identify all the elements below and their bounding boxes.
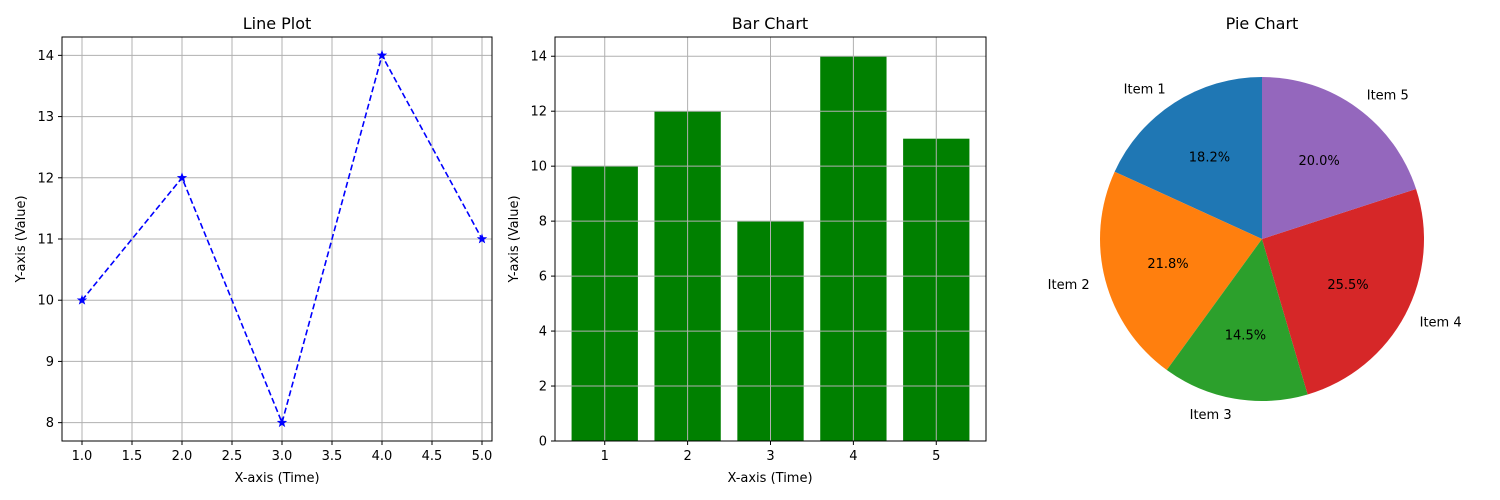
line-point (476, 233, 488, 244)
line-x-tick-label: 2.0 (172, 449, 193, 464)
bar-x-tick-label: 1 (601, 449, 609, 464)
line-x-tick-label: 3.5 (322, 449, 343, 464)
pie-chart: Pie Chart Item 1 18.2% Item 2 21.8% Item 3 14… (1048, 14, 1462, 423)
line-y-axis-label: Y-axis (Value) (14, 195, 29, 283)
bar-y-tick-label: 4 (539, 325, 547, 340)
bar-y-tick-label: 12 (530, 105, 547, 120)
pie-percent-label: 20.0% (1298, 154, 1339, 169)
bar-y-tick-label: 6 (539, 270, 547, 285)
bar-y-tick-label: 0 (539, 435, 547, 450)
bar-y-axis-label: Y-axis (Value) (507, 195, 522, 283)
line-x-tick-label: 4.0 (372, 449, 393, 464)
pie-label: Item 2 (1048, 278, 1090, 293)
pie-slice (1099, 171, 1262, 371)
bar-x-axis-label: X-axis (Time) (727, 471, 812, 486)
pie-slice (1166, 239, 1308, 402)
line-chart: Line Plot 1.0 1.5 2.0 2.5 3.0 3.5 4.0 4.5 5.0891… (14, 14, 493, 486)
line-x-tick-label: 3.0 (272, 449, 293, 464)
line-y-tick-label: 10 (37, 294, 54, 309)
pie-slice (1114, 77, 1262, 239)
pie-percent-label: 18.2% (1189, 151, 1230, 166)
line-y-tick-label: 13 (37, 110, 54, 125)
line-y-tick-label: 14 (37, 49, 54, 64)
pie-marks: Item 1 18.2% Item 2 21.8% Item 3 14.5% Item 4 2… (1048, 77, 1462, 423)
line-x-tick-label: 1.0 (72, 449, 93, 464)
bar-x-tick-label: 5 (932, 449, 940, 464)
pie-chart-title: Pie Chart (1226, 14, 1299, 33)
pie-label: Item 3 (1190, 408, 1232, 423)
line-point (176, 172, 188, 183)
line-y-tick-label: 9 (46, 355, 54, 370)
line-point (376, 49, 388, 60)
bar-y-tick-label: 8 (539, 215, 547, 230)
line-y-tick-label: 12 (37, 171, 54, 186)
bar-x-tick-label: 3 (766, 449, 774, 464)
pie-percent-label: 21.8% (1147, 257, 1188, 272)
line-y-tick-label: 11 (37, 233, 54, 248)
bar-x-tick-label: 4 (849, 449, 857, 464)
line-point (276, 417, 288, 428)
line-grid (62, 37, 492, 441)
pie-label: Item 5 (1367, 88, 1409, 103)
pie-percent-label: 14.5% (1225, 328, 1266, 343)
line-point (76, 294, 88, 305)
line-x-tick-label: 4.5 (422, 449, 443, 464)
pie-label: Item 4 (1420, 316, 1462, 331)
bar-chart-title: Bar Chart (732, 14, 808, 33)
line-x-tick-label: 2.5 (222, 449, 243, 464)
line-ticks: 1.0 1.5 2.0 2.5 3.0 3.5 4.0 4.5 5.0 8 9 10 11 12 13 14 (37, 49, 492, 464)
line-marks (76, 49, 488, 428)
line-chart-title: Line Plot (243, 14, 312, 33)
pie-label: Item 1 (1124, 83, 1166, 98)
pie-percent-label: 25.5% (1327, 278, 1368, 293)
pie-slice (1262, 188, 1424, 395)
line-y-tick-label: 8 (46, 416, 54, 431)
bar-x-tick-label: 2 (683, 449, 691, 464)
bar-y-tick-label: 10 (530, 160, 547, 175)
line-x-axis-label: X-axis (Time) (234, 471, 319, 486)
bar-y-tick-label: 14 (530, 50, 547, 65)
line-x-tick-label: 1.5 (122, 449, 143, 464)
bar-y-tick-label: 2 (539, 380, 547, 395)
line-x-tick-label: 5.0 (472, 449, 493, 464)
pie-slice (1262, 77, 1417, 239)
